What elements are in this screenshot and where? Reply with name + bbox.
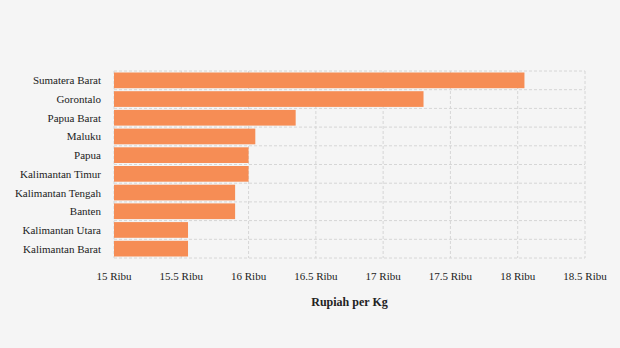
grid [114,71,585,258]
bar [114,203,235,219]
grid-line [450,71,451,258]
row-grid-line [114,71,585,72]
category-label: Kalimantan Tengah [15,187,102,199]
category-label: Kalimantan Barat [23,243,101,255]
tick-label: 17 Ribu [366,270,402,282]
grid-line [517,71,518,258]
bar [114,241,188,257]
category-label: Gorontalo [56,93,101,105]
tick-label: 15 Ribu [96,270,132,282]
tick-label: 16 Ribu [231,270,267,282]
row-grid-line [114,201,585,202]
bars [114,73,524,257]
row-grid-line [114,220,585,221]
category-label: Banten [70,205,102,217]
row-grid-line [114,89,585,90]
category-label: Kalimantan Timur [20,168,101,180]
category-label: Sumatera Barat [33,74,101,86]
tick-label: 18 Ribu [500,270,536,282]
row-grid-line [114,164,585,165]
chart: 15 Ribu 15.5 Ribu 16 Ribu 16.5 Ribu 17 Ribu 1… [0,0,620,348]
row-grid-line [114,183,585,184]
bar [114,185,235,201]
bar [114,129,255,145]
row-grid-line [114,127,585,128]
tick-label: 18.5 Ribu [563,270,607,282]
bar [114,73,524,89]
bar [114,110,296,126]
bar [114,91,424,107]
bar [114,166,249,182]
tick-label: 17.5 Ribu [429,270,473,282]
row-grid-line [114,258,585,259]
tick-label: 16.5 Ribu [294,270,338,282]
axis-title: Rupiah per Kg [311,295,387,309]
bar [114,147,249,163]
row-grid-line [114,145,585,146]
category-label: Papua Barat [48,112,101,124]
category-label: Maluku [67,130,102,142]
bar [114,222,188,238]
row-grid-line [114,239,585,240]
category-label: Papua [74,149,101,161]
tick-label: 15.5 Ribu [160,270,204,282]
category-label: Kalimantan Utara [23,224,102,236]
row-grid-line [114,108,585,109]
grid-line [585,71,586,258]
